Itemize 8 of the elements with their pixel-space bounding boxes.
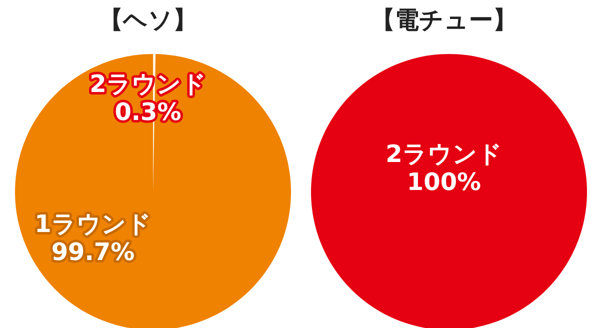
slice-label: 1ラウンド bbox=[34, 210, 152, 238]
slice-label: 2ラウンド bbox=[90, 70, 206, 98]
chart-title: 【ヘソ】 bbox=[98, 5, 198, 36]
slice-label: 2ラウンド bbox=[386, 140, 502, 168]
data-label: 99.7% bbox=[51, 238, 135, 266]
chart-title: 【電チュー】 bbox=[370, 5, 518, 36]
data-label: 100% bbox=[406, 168, 482, 196]
pie-slice bbox=[15, 54, 291, 328]
